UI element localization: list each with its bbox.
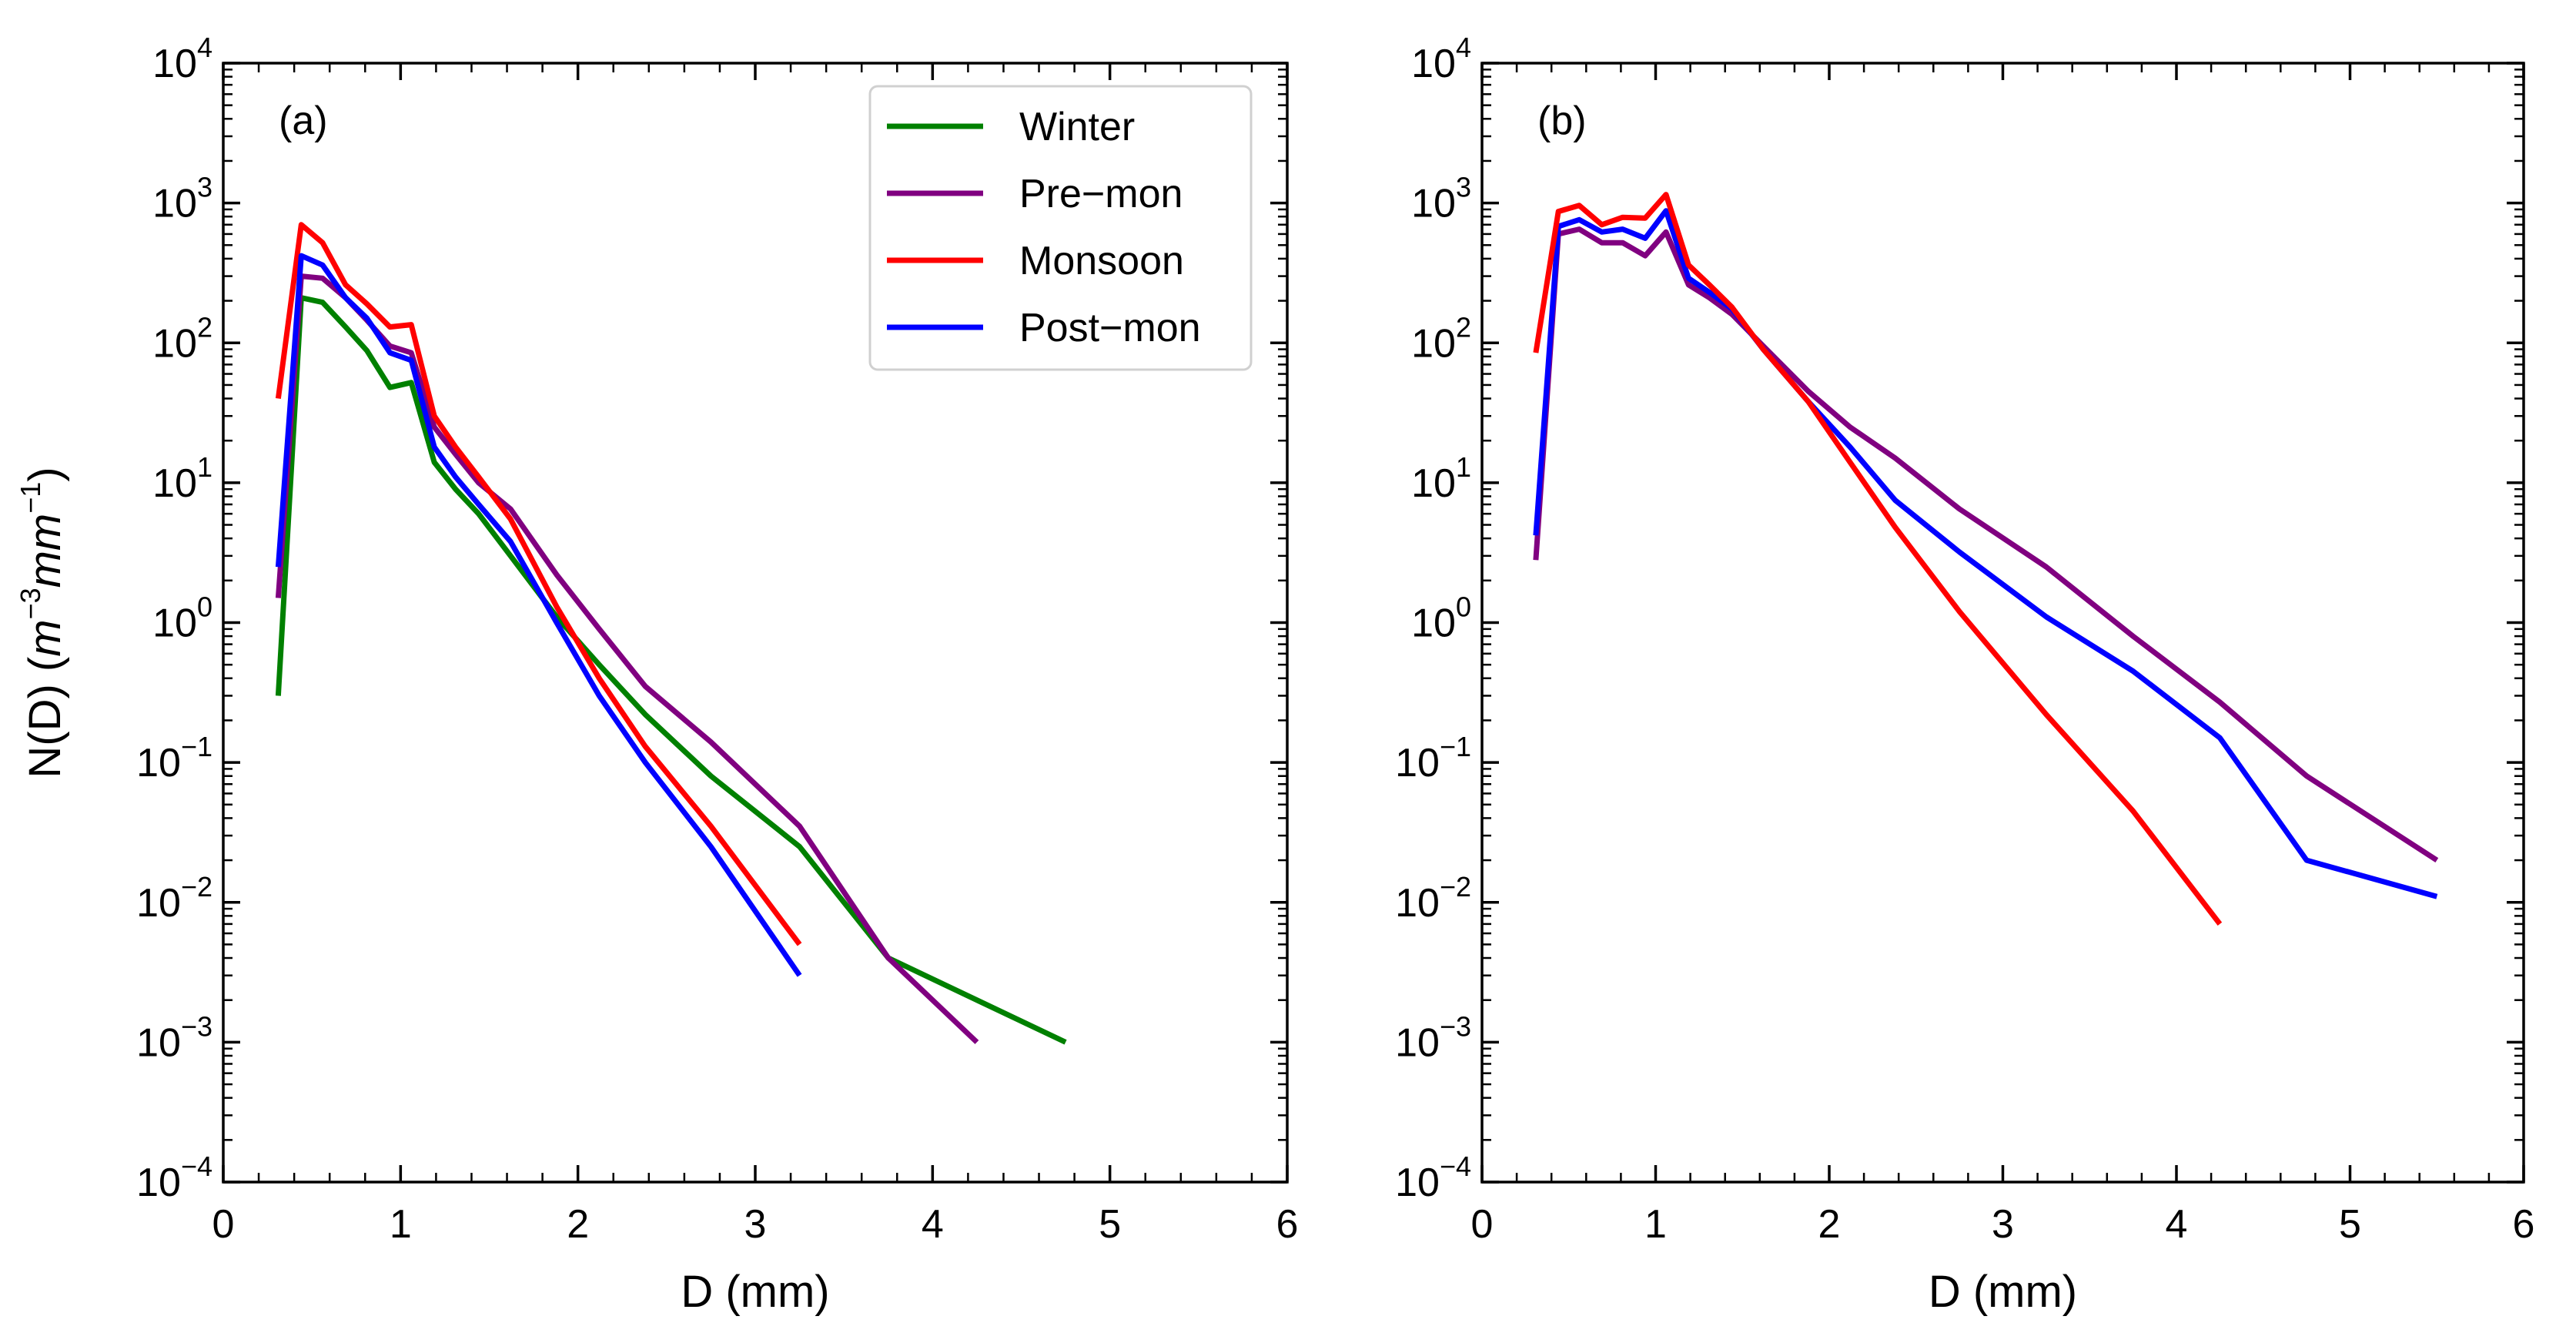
legend-entry-label: Post−mon bbox=[1019, 306, 1201, 350]
x-tick-label: 4 bbox=[2166, 1202, 2188, 1247]
y-tick-label: 10−4 bbox=[1395, 1150, 1471, 1205]
x-tick-label: 0 bbox=[1471, 1202, 1494, 1247]
series-line-monsoon bbox=[1533, 192, 2223, 926]
x-tick-label: 1 bbox=[390, 1202, 412, 1247]
y-tick-label: 10−2 bbox=[1395, 871, 1471, 926]
series-group bbox=[1533, 192, 2439, 926]
x-tick-label: 3 bbox=[744, 1202, 767, 1247]
x-tick-label: 6 bbox=[1276, 1202, 1299, 1247]
panel-label: (a) bbox=[279, 99, 328, 143]
y-tick-label: 103 bbox=[1411, 172, 1471, 226]
y-tick-label: 10−4 bbox=[136, 1150, 212, 1205]
panel-b: 0 1 2 3 4 5 6 10−4 10−3 10−2 10−1 100 101 102 103 104 D … bbox=[1395, 32, 2534, 1317]
x-tick-label: 2 bbox=[1818, 1202, 1841, 1247]
y-tick-label: 101 bbox=[1411, 451, 1471, 506]
series-group bbox=[275, 222, 1067, 1045]
x-tick-label: 5 bbox=[1099, 1202, 1121, 1247]
x-tick-label: 2 bbox=[567, 1202, 589, 1247]
legend-box bbox=[868, 85, 1253, 371]
y-tick-label: 10−1 bbox=[136, 731, 212, 785]
y-tick-label: 10−2 bbox=[136, 871, 212, 926]
series-line-postmon bbox=[275, 253, 802, 977]
y-tick-label: 10−3 bbox=[1395, 1010, 1471, 1065]
x-tick-label: 0 bbox=[212, 1202, 235, 1247]
y-tick-label: 103 bbox=[152, 172, 212, 226]
y-tick-label: 10−1 bbox=[1395, 731, 1471, 785]
y-tick-label: 100 bbox=[1411, 591, 1471, 646]
legend-entry-label: Monsoon bbox=[1019, 239, 1184, 283]
panel-label: (b) bbox=[1537, 99, 1587, 143]
y-axis-label: N(D) (m−3mm−1) bbox=[15, 467, 70, 778]
series-line-monsoon bbox=[275, 222, 802, 946]
y-tick-label: 104 bbox=[1411, 32, 1471, 86]
y-tick-label: 101 bbox=[152, 451, 212, 506]
y-tick-label: 102 bbox=[1411, 311, 1471, 366]
x-axis-label: D (mm) bbox=[681, 1267, 829, 1317]
series-line-winter bbox=[275, 295, 1067, 1045]
x-axis-label: D (mm) bbox=[1929, 1267, 2077, 1317]
x-tick-label: 5 bbox=[2339, 1202, 2361, 1247]
legend: Winter Pre−mon Monsoon Post−mon bbox=[868, 85, 1253, 371]
legend-entry-label: Pre−mon bbox=[1019, 172, 1183, 216]
x-tick-label: 1 bbox=[1644, 1202, 1667, 1247]
panel-a: 0 1 2 3 4 5 6 10−4 10−3 10−2 10−1 100 101 102 103 104 D … bbox=[15, 32, 1298, 1317]
y-tick-label: 102 bbox=[152, 311, 212, 366]
legend-entry-label: Winter bbox=[1019, 105, 1135, 149]
x-tick-label: 3 bbox=[1992, 1202, 2014, 1247]
y-tick-label: 100 bbox=[152, 591, 212, 646]
x-tick-label: 6 bbox=[2513, 1202, 2535, 1247]
y-tick-label: 104 bbox=[152, 32, 212, 86]
y-tick-label: 10−3 bbox=[136, 1010, 212, 1065]
x-tick-label: 4 bbox=[922, 1202, 944, 1247]
